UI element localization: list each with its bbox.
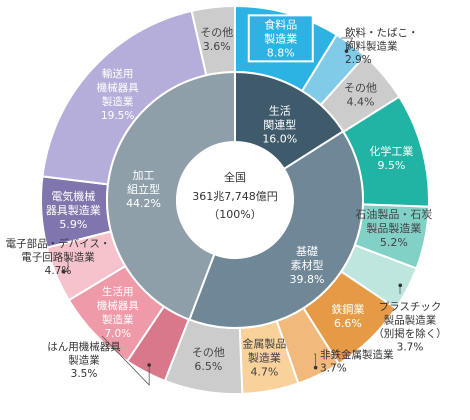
outer-slice-label: 電子部品・デバイス・電子回路製造業 4.7% — [6, 237, 111, 277]
leader-line — [341, 37, 354, 52]
outer-slice-label: プラスチック製品製造業（別掲を除く） 3.7% — [373, 301, 447, 354]
outer-slice-label: その他 3.6% — [200, 26, 233, 53]
outer-slice-label: 電気機械器具製造業 5.9% — [46, 189, 101, 231]
leader-dot — [313, 365, 318, 370]
inner-slice — [106, 70, 236, 321]
outer-slice-label: 輸送用機械器具製造業 19.5% — [97, 67, 139, 122]
outer-slice-label: 飲料・たばこ・飼料製造業 2.9% — [345, 26, 419, 66]
leader-dot — [61, 269, 66, 274]
center-circle — [178, 143, 292, 257]
inner-slice-label: 生活関連型 16.0% — [262, 104, 297, 146]
center-share: （100%） — [208, 208, 261, 221]
leader-dot — [147, 363, 151, 367]
outer-slice-label: 化学工業 9.5% — [369, 144, 413, 172]
inner-ring: 生活関連型 16.0% 基礎素材型 39.8% 加工組立型 44.2% — [106, 70, 364, 329]
outer-slice-label: 鉄鋼業 6.6% — [331, 302, 364, 330]
outer-slice-label: 金属製品製造業 4.7% — [242, 336, 286, 378]
outer-slice-label: はん用機械器具製造業 3.5% — [47, 340, 121, 380]
inner-slice-label: 基礎素材型 39.8% — [290, 245, 325, 286]
leader-line — [101, 335, 150, 386]
outer-slice-label: 非鉄金属製造業 3.7% — [320, 348, 394, 375]
leader-dot — [398, 283, 403, 288]
outer-slice-label: 石油製品・石炭製品製造業 5.2% — [355, 207, 432, 249]
center-title: 全国 — [224, 170, 246, 184]
highlight-box — [247, 14, 314, 63]
outer-slice-label: その他 4.4% — [344, 81, 377, 108]
outer-slice-label: 生活用機械器具製造業 7.0% — [97, 285, 139, 340]
outer-ring — [40, 4, 430, 395]
inner-slice-label: 加工組立型 44.2% — [126, 169, 161, 210]
outer-slice-label: その他 6.5% — [192, 346, 225, 373]
leader-line — [314, 353, 317, 368]
outer-slice-label: 食料品製造業 8.8% — [264, 17, 297, 59]
center-value: 361兆7,748億円 — [192, 190, 278, 203]
leader-dot — [344, 49, 349, 53]
outer-labels: 食料品製造業 8.8% 飲料・たばこ・飼料製造業 2.9% その他 4.4% 化学工業 9.5… — [6, 14, 447, 380]
leader-lines — [61, 37, 403, 386]
center-total: 全国 361兆7,748億円 （100%） — [178, 143, 292, 257]
inner-slice — [188, 130, 364, 329]
